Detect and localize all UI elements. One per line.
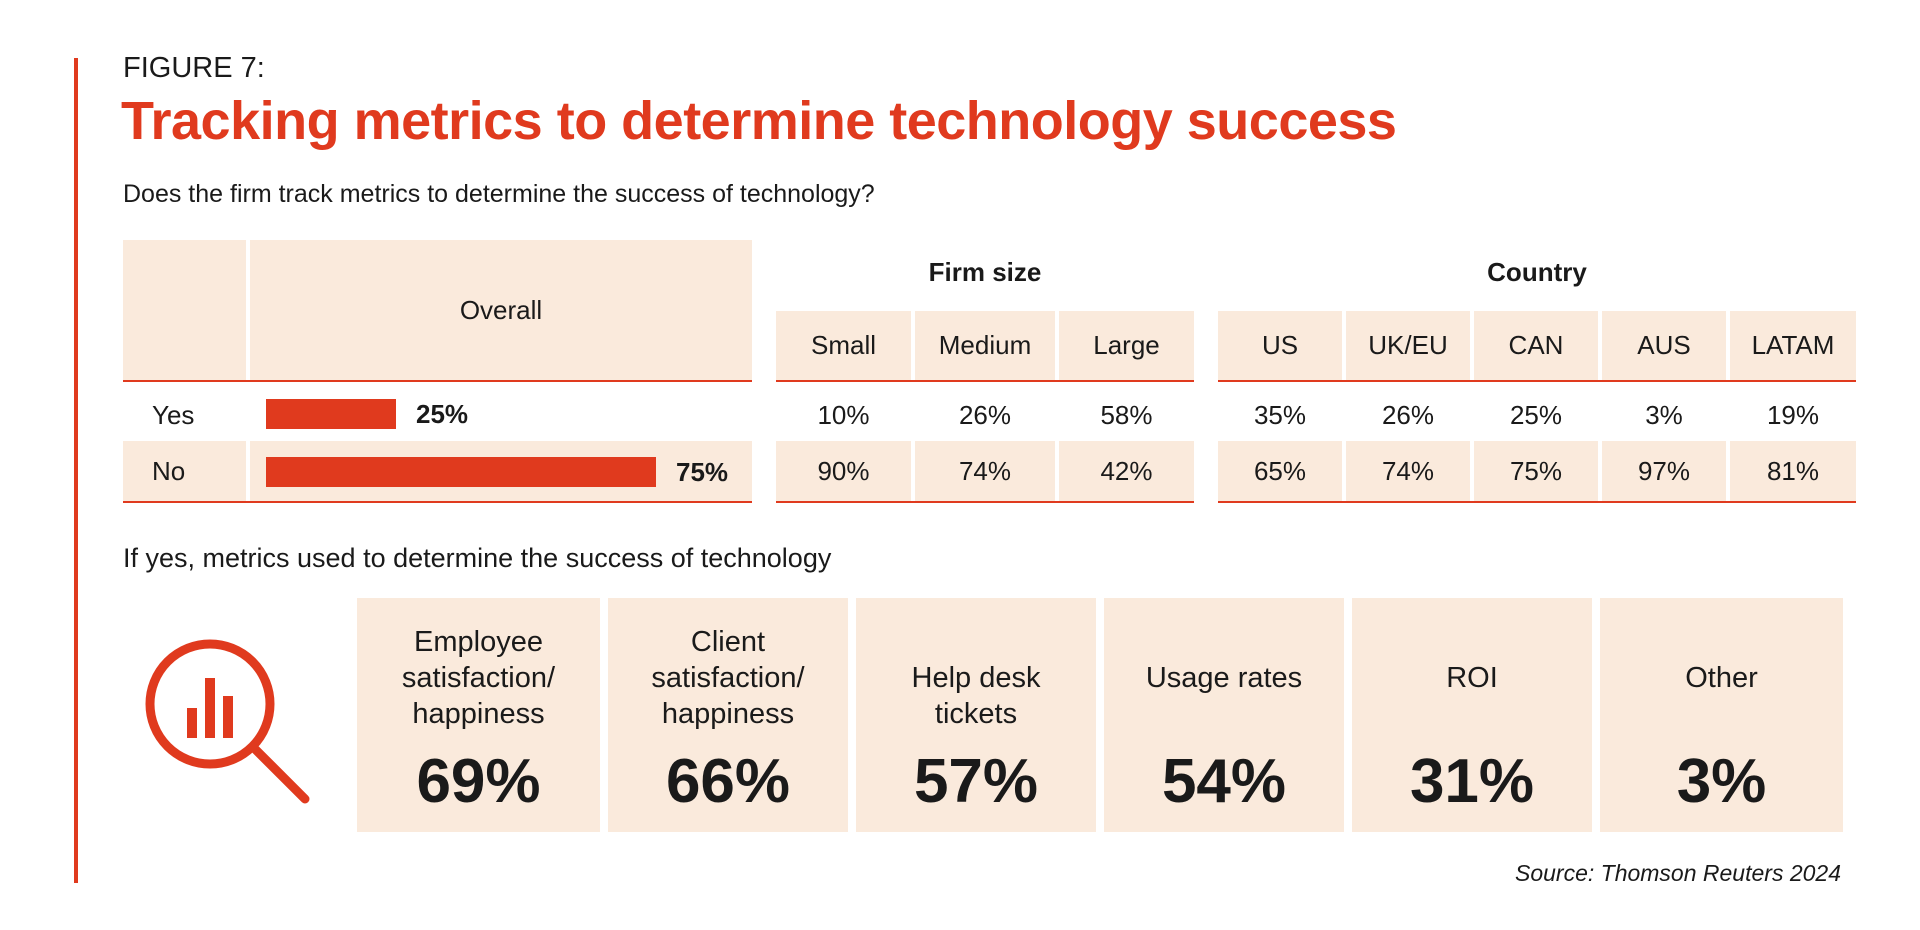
col-header-us: US: [1218, 311, 1342, 380]
overall-value-yes: 25%: [416, 398, 469, 429]
cell-no-large: 42%: [1059, 441, 1194, 501]
firm-size-header: Firm size: [928, 256, 1042, 287]
cell-no-latam: 81%: [1730, 441, 1856, 501]
cell-yes-medium: 26%: [958, 399, 1012, 430]
row-label-yes: Yes: [152, 399, 195, 430]
col-header-latam: LATAM: [1730, 311, 1856, 380]
overall-value-no: 75%: [676, 456, 729, 487]
col-header-large: Large: [1059, 311, 1194, 380]
bottom-rule-overall: [123, 501, 752, 503]
metric-value: 3%: [1676, 747, 1767, 816]
cell-yes-large: 58%: [1100, 399, 1153, 430]
metric-card-other: Other 3%: [1600, 598, 1843, 832]
cell-yes-us: 35%: [1253, 399, 1307, 430]
metric-label: Client satisfaction/ happiness: [651, 626, 805, 730]
row-label-no: No: [152, 455, 186, 486]
bottom-rule-firm-size: [776, 501, 1194, 503]
metric-value: 31%: [1409, 747, 1535, 816]
header-rule-firm-size: [776, 380, 1194, 382]
col-header-aus: AUS: [1602, 311, 1726, 380]
magnifier-bar-chart-icon: [142, 636, 312, 806]
cell-yes-ukeu: 26%: [1381, 399, 1435, 430]
cell-no-small: 90%: [776, 441, 911, 501]
metric-card-help-desk: Help desk tickets 57%: [856, 598, 1096, 832]
overall-header: Overall: [250, 240, 752, 380]
source-note: Source: Thomson Reuters 2024: [1514, 860, 1841, 886]
metric-label: Usage rates: [1145, 662, 1303, 694]
metric-value: 66%: [665, 747, 791, 816]
metric-label: Employee satisfaction/ happiness: [401, 626, 556, 730]
sub-question-text: If yes, metrics used to determine the su…: [123, 543, 832, 573]
col-header-ukeu: UK/EU: [1346, 311, 1470, 380]
cell-no-can: 75%: [1474, 441, 1598, 501]
cell-no-ukeu: 74%: [1346, 441, 1470, 501]
cell-no-aus: 97%: [1602, 441, 1726, 501]
question-text: Does the firm track metrics to determine…: [123, 180, 875, 208]
metric-value: 69%: [416, 747, 541, 816]
corner-cell: [123, 240, 246, 380]
header-rule-overall: [123, 380, 752, 382]
cell-no-medium: 74%: [915, 441, 1055, 501]
cell-yes-latam: 19%: [1766, 399, 1820, 430]
metric-value: 54%: [1161, 747, 1287, 816]
metric-card-roi: ROI 31%: [1352, 598, 1592, 832]
metric-label: ROI: [1446, 662, 1498, 694]
metric-card-usage: Usage rates 54%: [1104, 598, 1344, 832]
header-rule-country: [1218, 380, 1856, 382]
cell-no-us: 65%: [1218, 441, 1342, 501]
country-header: Country: [1487, 256, 1587, 287]
cell-yes-aus: 3%: [1645, 399, 1683, 430]
col-header-small: Small: [776, 311, 911, 380]
cell-yes-can: 25%: [1509, 399, 1563, 430]
row-bg-no-label: [123, 441, 246, 501]
metric-card-employee: Employee satisfaction/ happiness 69%: [357, 598, 600, 832]
metric-label: Help desk tickets: [911, 662, 1041, 730]
overall-bar-yes: [266, 399, 396, 429]
metric-card-client: Client satisfaction/ happiness 66%: [608, 598, 848, 832]
figure-label: FIGURE 7:: [123, 52, 265, 84]
bottom-rule-country: [1218, 501, 1856, 503]
overall-bar-no: [266, 457, 656, 487]
metric-label: Other: [1685, 662, 1758, 694]
page-title: Tracking metrics to determine technology…: [121, 91, 1397, 151]
accent-bar: [74, 58, 78, 883]
cell-yes-small: 10%: [817, 399, 870, 430]
col-header-can: CAN: [1474, 311, 1598, 380]
col-header-medium: Medium: [915, 311, 1055, 380]
metric-value: 57%: [913, 747, 1039, 816]
